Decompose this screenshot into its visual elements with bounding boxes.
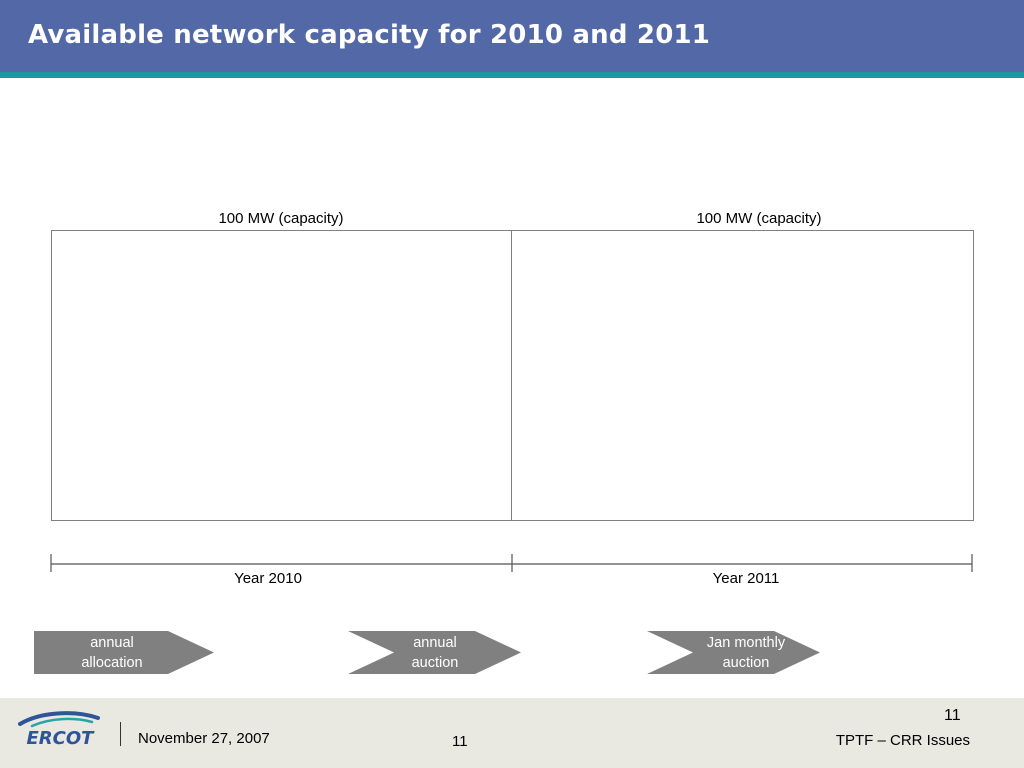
logo-wordmark: ERCOT	[27, 728, 96, 748]
step-arrow-annual-auction: annual auction	[348, 631, 521, 674]
step-label-jan-monthly-auction: Jan monthly auction	[706, 635, 786, 671]
step-label-annual-allocation: annual allocation	[81, 635, 143, 671]
footer-page-center: 11	[452, 733, 468, 750]
capacity-box-2010	[51, 230, 513, 521]
footer-page-number: 11	[944, 707, 961, 724]
capacity-label-2010: 100 MW (capacity)	[218, 210, 344, 227]
step-arrow-jan-monthly-auction: Jan monthly auction	[647, 631, 820, 674]
step-label-annual-auction: annual auction	[411, 635, 459, 671]
timeline-axis	[50, 554, 973, 572]
step-arrow-annual-allocation: annual allocation	[34, 631, 214, 674]
title-bar: Available network capacity for 2010 and …	[0, 0, 1024, 78]
page-title: Available network capacity for 2010 and …	[28, 20, 711, 50]
footer-date: November 27, 2007	[138, 730, 270, 747]
footer: ERCOT November 27, 2007 11 11 TPTF – CRR…	[0, 698, 1024, 768]
capacity-box-2011	[511, 230, 974, 521]
year-label-2010: Year 2010	[234, 570, 302, 587]
capacity-label-2011: 100 MW (capacity)	[696, 210, 822, 227]
footer-presentation-title: TPTF – CRR Issues	[835, 732, 970, 749]
ercot-logo: ERCOT	[18, 711, 100, 748]
year-label-2011: Year 2011	[712, 570, 780, 587]
logo-divider	[120, 722, 121, 746]
